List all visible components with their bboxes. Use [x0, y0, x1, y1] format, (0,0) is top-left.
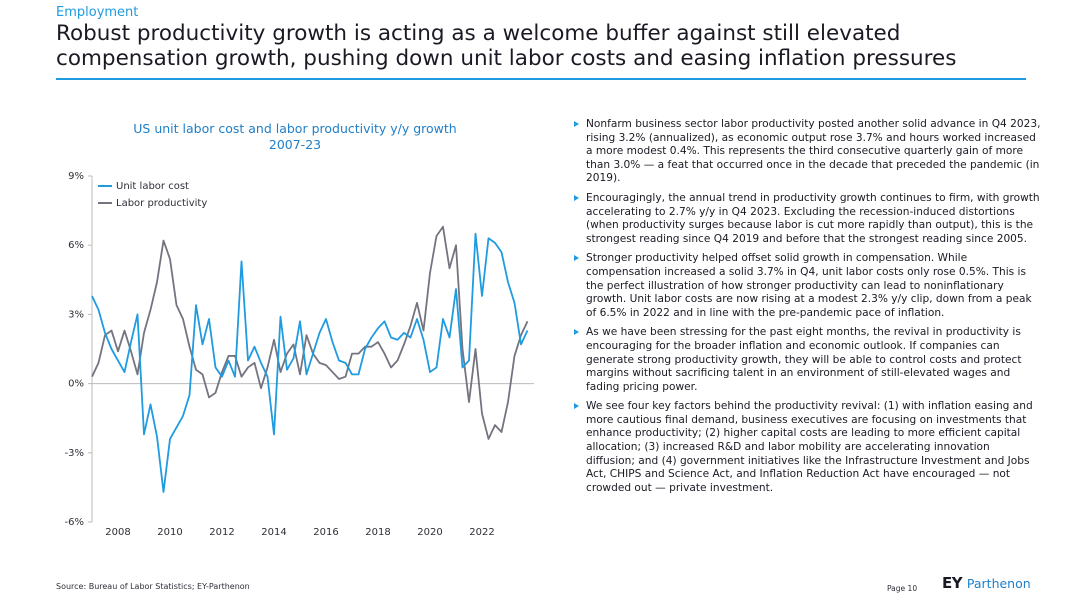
- chart-title: US unit labor cost and labor productivit…: [133, 121, 457, 136]
- x-tick-label: 2008: [105, 527, 130, 538]
- y-tick-label: -6%: [65, 517, 84, 528]
- y-tick-label: 3%: [68, 309, 84, 320]
- bullet: Stronger productivity helped offset soli…: [572, 252, 1042, 320]
- source-note: Source: Bureau of Labor Statistics; EY-P…: [56, 582, 250, 591]
- page-number: Page 10: [887, 584, 918, 593]
- bullet: As we have been stressing for the past e…: [572, 326, 1042, 394]
- chart: -6% -3% 0% 3% 6% 9% 2008 2010 2012 2014 2016 2018 20…: [65, 171, 534, 538]
- bullet: Encouragingly, the annual trend in produ…: [572, 192, 1042, 246]
- x-tick-label: 2014: [261, 527, 286, 538]
- slide-title: Robust productivity growth is acting as …: [56, 21, 957, 71]
- x-tick-label: 2012: [209, 527, 234, 538]
- bullet: Nonfarm business sector labor productivi…: [572, 118, 1042, 186]
- y-tick-label: -3%: [65, 448, 84, 459]
- y-tick-label: 9%: [68, 171, 84, 182]
- x-tick-label: 2020: [417, 527, 442, 538]
- y-tick-label: 0%: [68, 379, 84, 390]
- logo-text: Parthenon: [966, 576, 1031, 591]
- title-rule: [56, 78, 1026, 80]
- x-tick-label: 2022: [469, 527, 494, 538]
- x-tick-label: 2010: [157, 527, 182, 538]
- logo: EY Parthenon: [942, 574, 1031, 592]
- section-label: Employment: [56, 5, 139, 20]
- series-line: [91, 232, 529, 493]
- x-tick-label: 2018: [365, 527, 390, 538]
- series-line: [91, 225, 529, 440]
- chart-subtitle: 2007-23: [268, 137, 322, 152]
- y-tick-label: 6%: [68, 240, 84, 251]
- logo-mark: EY: [942, 574, 963, 592]
- chart-heading: US unit labor cost and labor productivit…: [60, 121, 530, 153]
- bullet-list: Nonfarm business sector labor productivi…: [572, 118, 1042, 501]
- legend-label: Unit labor cost: [116, 181, 189, 192]
- bullet: We see four key factors behind the produ…: [572, 400, 1042, 495]
- x-tick-label: 2016: [313, 527, 338, 538]
- legend-label: Labor productivity: [116, 198, 207, 209]
